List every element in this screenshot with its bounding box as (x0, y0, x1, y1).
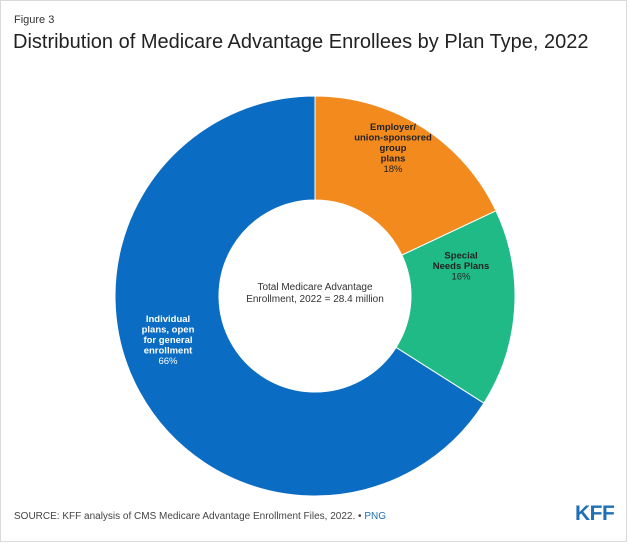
donut-chart: Employer/union-sponsored group plans 18% Spe… (114, 95, 516, 497)
source-separator: • (358, 511, 362, 522)
chart-title: Distribution of Medicare Advantage Enrol… (13, 31, 589, 53)
slice-value-label: 18% (383, 164, 403, 175)
source-text: SOURCE: KFF analysis of CMS Medicare Adv… (14, 511, 356, 522)
png-download-link[interactable]: PNG (364, 511, 386, 522)
donut-slice (114, 95, 485, 497)
center-label: Total Medicare Advantage Enrollment, 2022… (246, 282, 384, 305)
donut-slices (114, 95, 516, 497)
donut-slice (314, 95, 497, 256)
slice-label: Employer/union-sponsored group plans 18% (354, 122, 432, 175)
slice-label: Special Needs Plans 16% (433, 251, 490, 283)
slice-value-label: 66% (158, 356, 178, 367)
source-note: SOURCE: KFF analysis of CMS Medicare Adv… (14, 511, 386, 522)
figure-label: Figure 3 (14, 14, 55, 26)
slice-label: Individual plans, open for general enrollme… (142, 314, 195, 367)
donut-slice (395, 210, 516, 404)
slice-labels: Employer/union-sponsored group plans 18% Spe… (142, 122, 490, 367)
slice-value-label: 16% (451, 272, 471, 283)
kff-logo: KFF (575, 502, 615, 525)
